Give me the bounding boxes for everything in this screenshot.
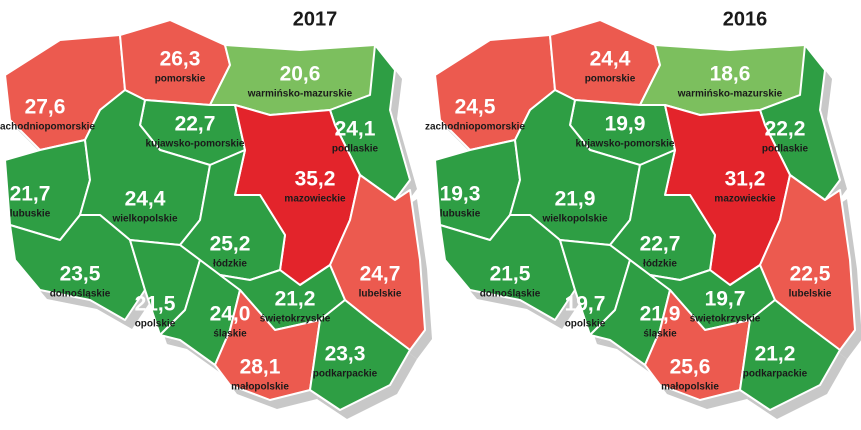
region-name: opolskie	[135, 319, 176, 330]
region-name: lubelskie	[789, 289, 832, 300]
region-name: lubuskie	[10, 209, 51, 220]
region-value: 25,6	[670, 356, 711, 379]
region-name: podlaskie	[332, 144, 379, 155]
region-name: pomorskie	[585, 74, 636, 85]
region-name: zachodniopomorskie	[0, 122, 95, 133]
region-name: warmińsko-mazurskie	[677, 89, 783, 100]
region-name: lubuskie	[440, 209, 481, 220]
region-value: 28,1	[240, 356, 281, 379]
map: 2017 27,6 zachodniopomorskie 26,3 pomorskie 2…	[0, 8, 432, 419]
region-value: 31,2	[725, 168, 766, 191]
region-name: podlaskie	[762, 144, 809, 155]
region-name: wielkopolskie	[111, 214, 177, 225]
region-value: 24,1	[335, 118, 376, 141]
region-value: 20,6	[280, 63, 321, 86]
region-value: 21,2	[755, 343, 796, 366]
region	[214, 289, 321, 401]
region-name: pomorskie	[155, 74, 206, 85]
region-value: 25,2	[210, 233, 251, 256]
region-name: zachodniopomorskie	[425, 122, 525, 133]
region-name: mazowieckie	[284, 194, 346, 205]
region-name: śląskie	[213, 329, 247, 340]
region-value: 22,7	[640, 233, 681, 256]
region	[644, 289, 751, 401]
region-name: łódzkie	[213, 259, 247, 270]
region-value: 19,7	[565, 293, 606, 316]
region-value: 22,7	[175, 113, 216, 136]
region-value: 24,4	[590, 48, 631, 71]
region-name: podkarpackie	[743, 369, 808, 380]
region-name: warmińsko-mazurskie	[247, 89, 353, 100]
region-value: 24,5	[455, 96, 496, 119]
region-value: 35,2	[295, 168, 336, 191]
region-value: 21,2	[275, 288, 316, 311]
region-name: mazowieckie	[714, 194, 776, 205]
region-value: 22,2	[765, 118, 806, 141]
region	[309, 299, 411, 411]
year-label: 2016	[723, 8, 768, 30]
region-value: 19,7	[705, 288, 746, 311]
region-name: dolnośląskie	[50, 289, 111, 300]
region-value: 26,3	[160, 48, 201, 71]
region-value: 23,5	[60, 263, 101, 286]
region-name: małopolskie	[231, 382, 289, 393]
region-value: 21,9	[640, 303, 681, 326]
region-name: kujawsko-pomorskie	[576, 139, 675, 150]
region-name: świętokrzyskie	[690, 314, 761, 325]
region-value: 19,9	[605, 113, 646, 136]
region-name: łódzkie	[643, 259, 677, 270]
region-value: 21,7	[10, 183, 51, 206]
region-name: świętokrzyskie	[260, 314, 331, 325]
region-name: śląskie	[643, 329, 677, 340]
region	[739, 299, 841, 411]
year-label: 2017	[293, 8, 338, 30]
region-value: 22,5	[790, 263, 831, 286]
region-name: dolnośląskie	[480, 289, 541, 300]
map: 2016 24,5 zachodniopomorskie 24,4 pomorskie 1…	[425, 8, 861, 419]
region-name: małopolskie	[661, 382, 719, 393]
region-value: 27,6	[25, 96, 66, 119]
region-name: kujawsko-pomorskie	[146, 139, 245, 150]
region-value: 23,3	[325, 343, 366, 366]
region-value: 21,5	[490, 263, 531, 286]
region-name: lubelskie	[359, 289, 402, 300]
region-value: 24,0	[210, 303, 251, 326]
region-value: 18,6	[710, 63, 751, 86]
region-value: 21,9	[555, 188, 596, 211]
region-value: 24,4	[125, 188, 166, 211]
region-value: 21,5	[135, 293, 176, 316]
region-value: 24,7	[360, 263, 401, 286]
region-name: podkarpackie	[313, 369, 378, 380]
region-name: opolskie	[565, 319, 606, 330]
region-value: 19,3	[440, 183, 481, 206]
region-name: wielkopolskie	[541, 214, 607, 225]
